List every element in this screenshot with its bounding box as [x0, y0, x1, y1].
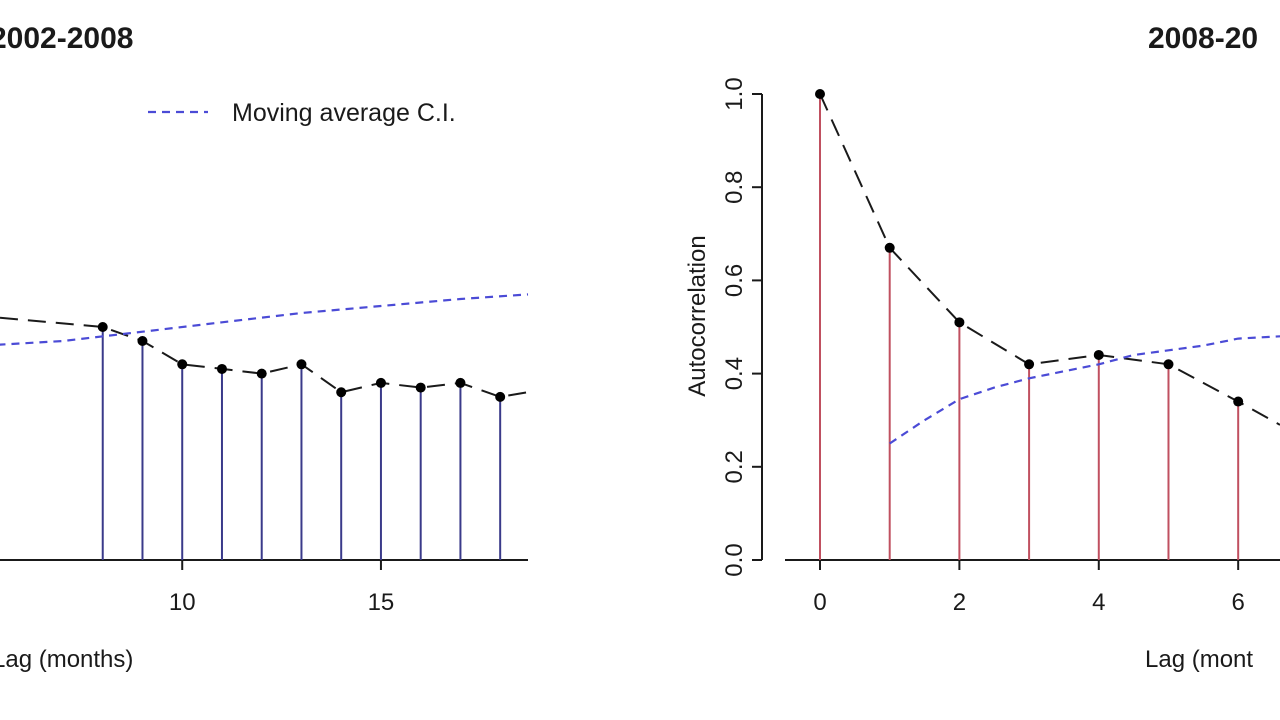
acf-point-lag-11 [216, 363, 227, 374]
acf-point-lag-9 [137, 335, 148, 346]
y-tick-label-0.2: 0.2 [721, 450, 748, 483]
left-ci-line [0, 293, 529, 346]
acf-point-lag-14 [336, 387, 347, 398]
right-y-ticks: 0.0 0.2 0.4 0.6 0.8 1.0 [721, 77, 762, 577]
acf-point-lag-4 [1093, 349, 1104, 360]
right-points [815, 89, 1244, 407]
acf-point-lag-3 [1024, 359, 1035, 370]
y-tick-label-0.4: 0.4 [721, 357, 748, 390]
acf-point-lag-12 [256, 368, 267, 379]
acf-point-lag-13 [296, 359, 307, 370]
right-ci-line [889, 335, 1280, 445]
right-panel: 2008-20 0.0 0.2 0.4 0.6 0.8 1.0 0 2 4 6 Autocorr… [684, 22, 1280, 673]
left-x-axis-label: Lag (months) [0, 646, 133, 673]
legend: Moving average C.I. [148, 99, 456, 127]
left-x-ticks: 10 15 [169, 560, 394, 616]
y-tick-label-0.0: 0.0 [721, 543, 748, 576]
x-tick-label-6: 6 [1232, 589, 1245, 616]
y-tick-label-1.0: 1.0 [721, 77, 748, 110]
x-tick-label-15: 15 [368, 589, 395, 616]
acf-point-lag-16 [415, 382, 426, 393]
acf-point-lag-8 [97, 322, 108, 332]
left-acf-line [0, 316, 529, 398]
left-panel: 2002-2008 10 15 Lag (months) Moving avera… [0, 22, 529, 673]
right-acf-line [819, 93, 1280, 426]
acf-point-lag-6 [1233, 396, 1244, 407]
acf-point-lag-15 [375, 377, 386, 388]
legend-ci-label: Moving average C.I. [232, 99, 456, 127]
right-y-axis-label: Autocorrelation [684, 235, 711, 396]
acf-point-lag-1 [884, 242, 895, 253]
y-tick-label-0.6: 0.6 [721, 264, 748, 297]
x-tick-label-2: 2 [953, 589, 966, 616]
x-tick-label-0: 0 [813, 589, 826, 616]
y-tick-label-0.8: 0.8 [721, 171, 748, 204]
right-x-ticks: 0 2 4 6 [813, 560, 1245, 616]
left-points [97, 322, 506, 402]
right-panel-title: 2008-20 [1148, 22, 1258, 55]
acf-point-lag-0 [815, 89, 825, 99]
left-panel-title: 2002-2008 [0, 22, 133, 55]
acf-point-lag-18 [495, 391, 506, 402]
x-tick-label-10: 10 [169, 589, 196, 616]
x-tick-label-4: 4 [1092, 589, 1105, 616]
acf-point-lag-17 [455, 377, 466, 388]
right-stems [819, 94, 1240, 560]
acf-point-lag-10 [177, 359, 188, 370]
acf-point-lag-5 [1163, 359, 1174, 370]
right-x-axis-label: Lag (mont [1145, 646, 1253, 673]
acf-point-lag-2 [954, 317, 965, 328]
left-stems [101, 327, 502, 560]
